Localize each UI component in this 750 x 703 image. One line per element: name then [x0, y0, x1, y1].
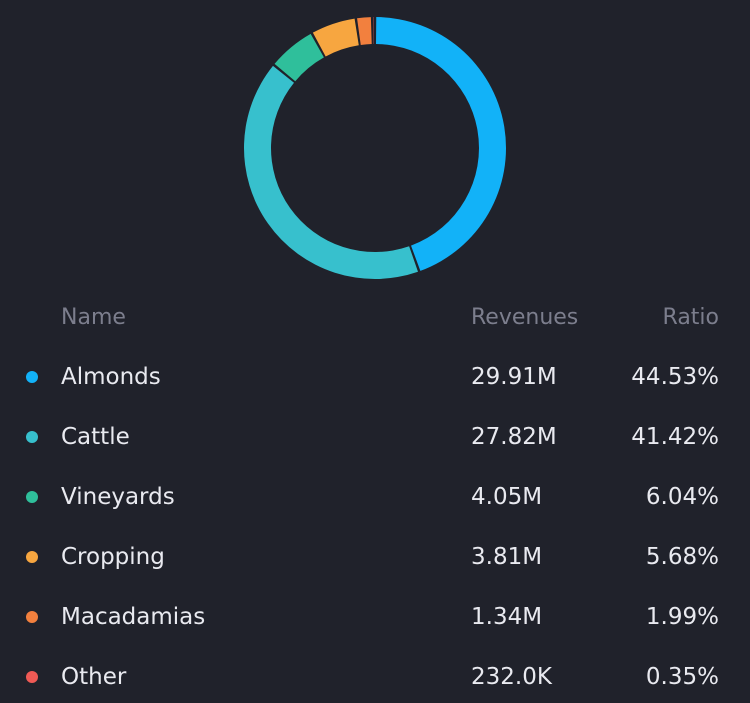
row-revenues: 4.05M — [471, 484, 543, 510]
table-row: Other 232.0K 0.35% — [0, 657, 750, 697]
row-name: Vineyards — [61, 484, 175, 510]
row-name: Cattle — [61, 424, 130, 450]
table-header: Name Revenues Ratio — [0, 298, 750, 338]
table-row: Macadamias 1.34M 1.99% — [0, 597, 750, 637]
legend-dot — [26, 611, 38, 623]
row-ratio: 41.42% — [631, 424, 719, 450]
donut-slice-cropping — [312, 18, 359, 57]
donut-chart — [243, 17, 507, 280]
donut-slice-almonds — [375, 17, 507, 271]
row-revenues: 232.0K — [471, 664, 552, 690]
header-ratio: Ratio — [662, 305, 719, 330]
header-revenues: Revenues — [471, 305, 579, 330]
row-ratio: 0.35% — [645, 664, 719, 690]
row-ratio: 1.99% — [645, 604, 719, 630]
row-name: Cropping — [61, 544, 165, 570]
donut-slice-macadamias — [357, 17, 372, 45]
donut-slice-cattle — [243, 65, 418, 280]
row-revenues: 27.82M — [471, 424, 557, 450]
row-name: Almonds — [61, 364, 161, 390]
header-name: Name — [61, 305, 126, 330]
row-name: Other — [61, 664, 127, 690]
donut-slice-other — [373, 17, 375, 45]
row-revenues: 3.81M — [471, 544, 543, 570]
legend-dot — [26, 431, 38, 443]
table-row: Cropping 3.81M 5.68% — [0, 537, 750, 577]
row-revenues: 1.34M — [471, 604, 543, 630]
row-revenues: 29.91M — [471, 364, 557, 390]
row-name: Macadamias — [61, 604, 206, 630]
legend-dot — [26, 551, 38, 563]
row-ratio: 5.68% — [645, 544, 719, 570]
table-row: Vineyards 4.05M 6.04% — [0, 477, 750, 517]
row-ratio: 44.53% — [631, 364, 719, 390]
legend-dot — [26, 671, 38, 683]
row-ratio: 6.04% — [645, 484, 719, 510]
table-row: Almonds 29.91M 44.53% — [0, 357, 750, 397]
legend-dot — [26, 491, 38, 503]
table-row: Cattle 27.82M 41.42% — [0, 417, 750, 457]
donut-slice-vineyards — [274, 33, 324, 82]
legend-dot — [26, 371, 38, 383]
